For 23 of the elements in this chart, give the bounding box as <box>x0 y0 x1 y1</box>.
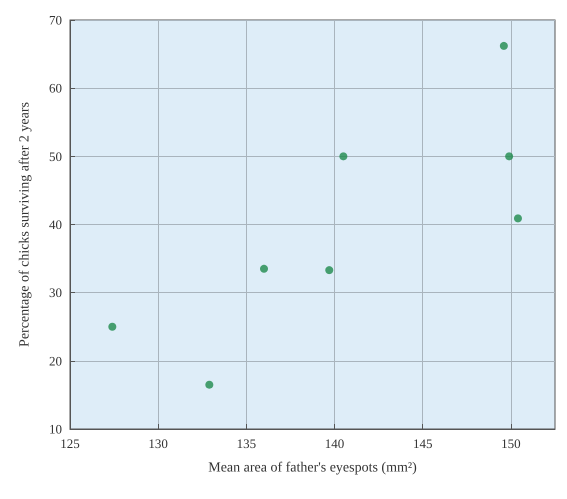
point <box>505 152 514 160</box>
x-tick-label: 125 <box>60 436 80 451</box>
y-tick-label: 60 <box>49 80 62 96</box>
y-tick-label: 10 <box>49 422 62 436</box>
y-tick-label: 40 <box>49 217 62 232</box>
point <box>260 264 268 273</box>
y-axis-title: Percentage of chicks surviving after 2 years <box>18 102 32 347</box>
y-tick-label: 70 <box>49 12 62 28</box>
x-tick-label: 135 <box>236 436 256 451</box>
x-tick-label: 140 <box>324 436 344 451</box>
point <box>108 322 116 331</box>
x-tick-label: 145 <box>412 436 432 451</box>
point <box>339 152 348 160</box>
point <box>205 380 214 389</box>
y-tick-label: 30 <box>49 285 62 300</box>
point <box>500 42 508 50</box>
x-tick-label: 150 <box>501 436 521 451</box>
x-axis-title: Mean area of father's eyespots (mm²) <box>208 460 418 476</box>
y-tick-label: 50 <box>49 148 62 164</box>
point <box>325 266 334 274</box>
y-tick-label: 20 <box>49 353 62 368</box>
point <box>514 214 522 222</box>
x-tick-label: 130 <box>148 436 168 451</box>
